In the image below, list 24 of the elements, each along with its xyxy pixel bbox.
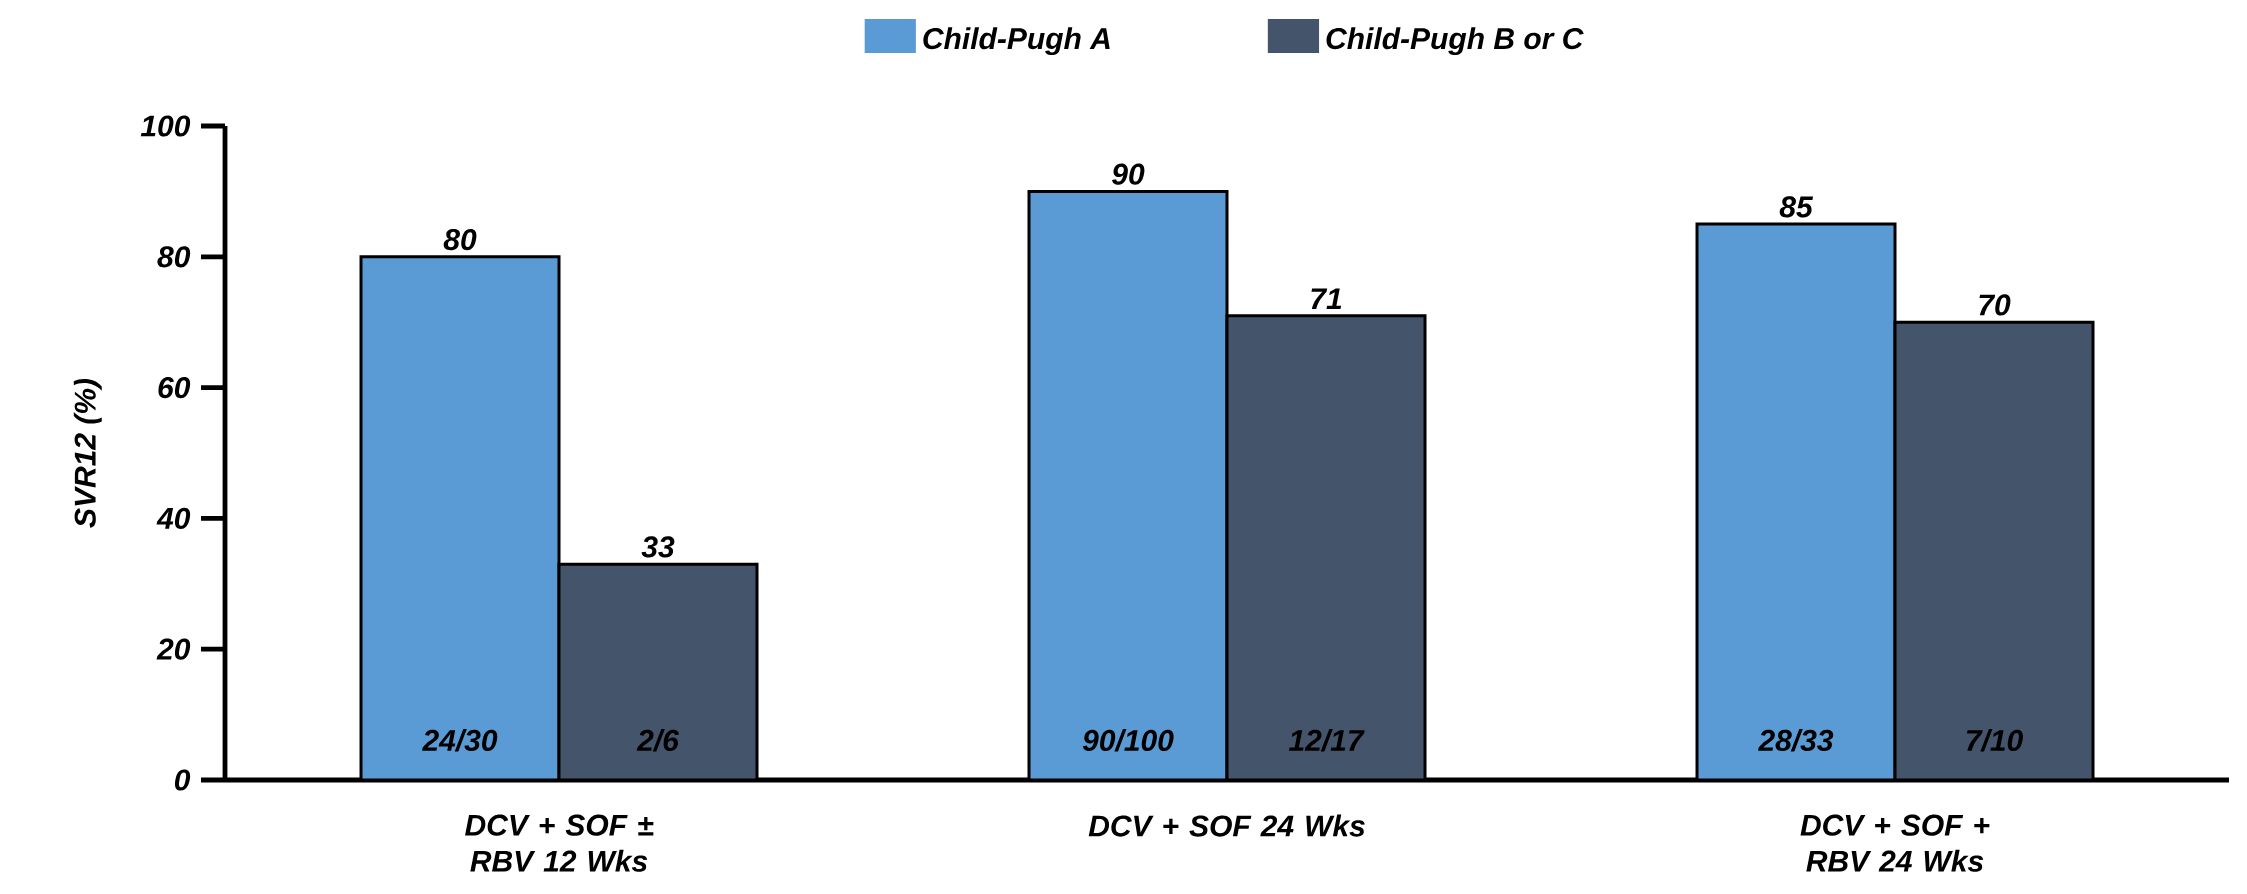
y-axis-title: SVR12 (%) <box>73 378 102 528</box>
y-tick-label: 100 <box>140 115 191 137</box>
y-tick-label: 80 <box>157 246 191 268</box>
y-tick-label: 60 <box>158 376 191 399</box>
annotation: 7/10 <box>1966 729 2023 752</box>
legend-label: Child-Pugh B or C <box>1326 27 1584 56</box>
data-label: 85 <box>1779 196 1814 218</box>
y-tick-label: 20 <box>156 638 191 660</box>
annotation: 90/100 <box>1082 729 1174 752</box>
y-tick-label: 0 <box>174 769 191 791</box>
annotation: 12/17 <box>1288 729 1365 752</box>
annotation: 28/33 <box>1758 729 1834 752</box>
x-tick-label: DCV + SOF + RBV 24 Wks <box>1800 814 1990 872</box>
x-tick-label: DCV + SOF ± RBV 12 Wks <box>465 814 654 872</box>
legend-label: Child-Pugh A <box>923 27 1110 56</box>
x-tick-label: DCV + SOF 24 Wks <box>1088 814 1365 837</box>
data-label: 70 <box>1979 294 2011 316</box>
data-label: 33 <box>641 536 675 558</box>
data-label: 90 <box>1112 163 1145 185</box>
annotation: 24/30 <box>422 729 498 752</box>
data-label: 80 <box>443 228 477 251</box>
y-tick-label: 40 <box>156 507 191 530</box>
annotation: 2/6 <box>636 729 680 752</box>
data-label: 71 <box>1311 288 1342 310</box>
